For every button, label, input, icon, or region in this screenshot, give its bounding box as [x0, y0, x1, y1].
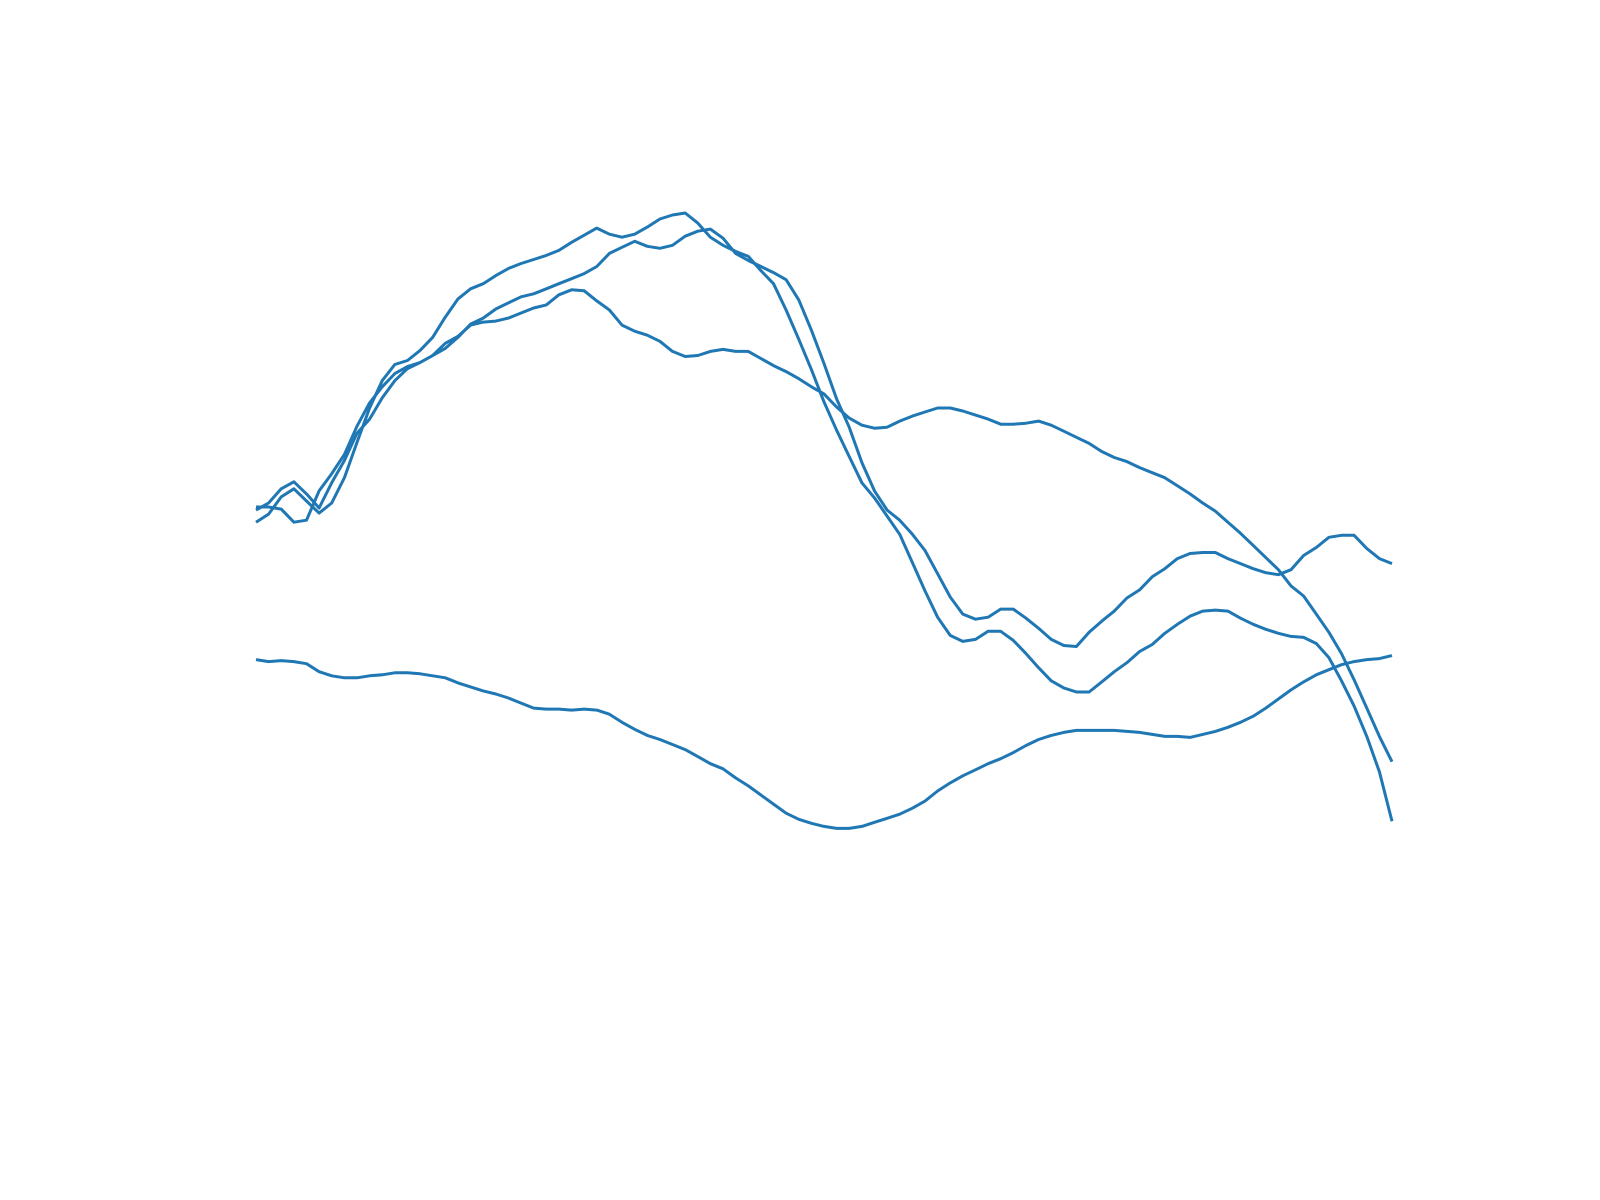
series-layer	[255, 211, 1394, 830]
series-line-1	[255, 227, 1393, 648]
series-line-2	[256, 288, 1394, 763]
series-line-4	[255, 211, 1394, 822]
series-line-3	[255, 654, 1393, 830]
